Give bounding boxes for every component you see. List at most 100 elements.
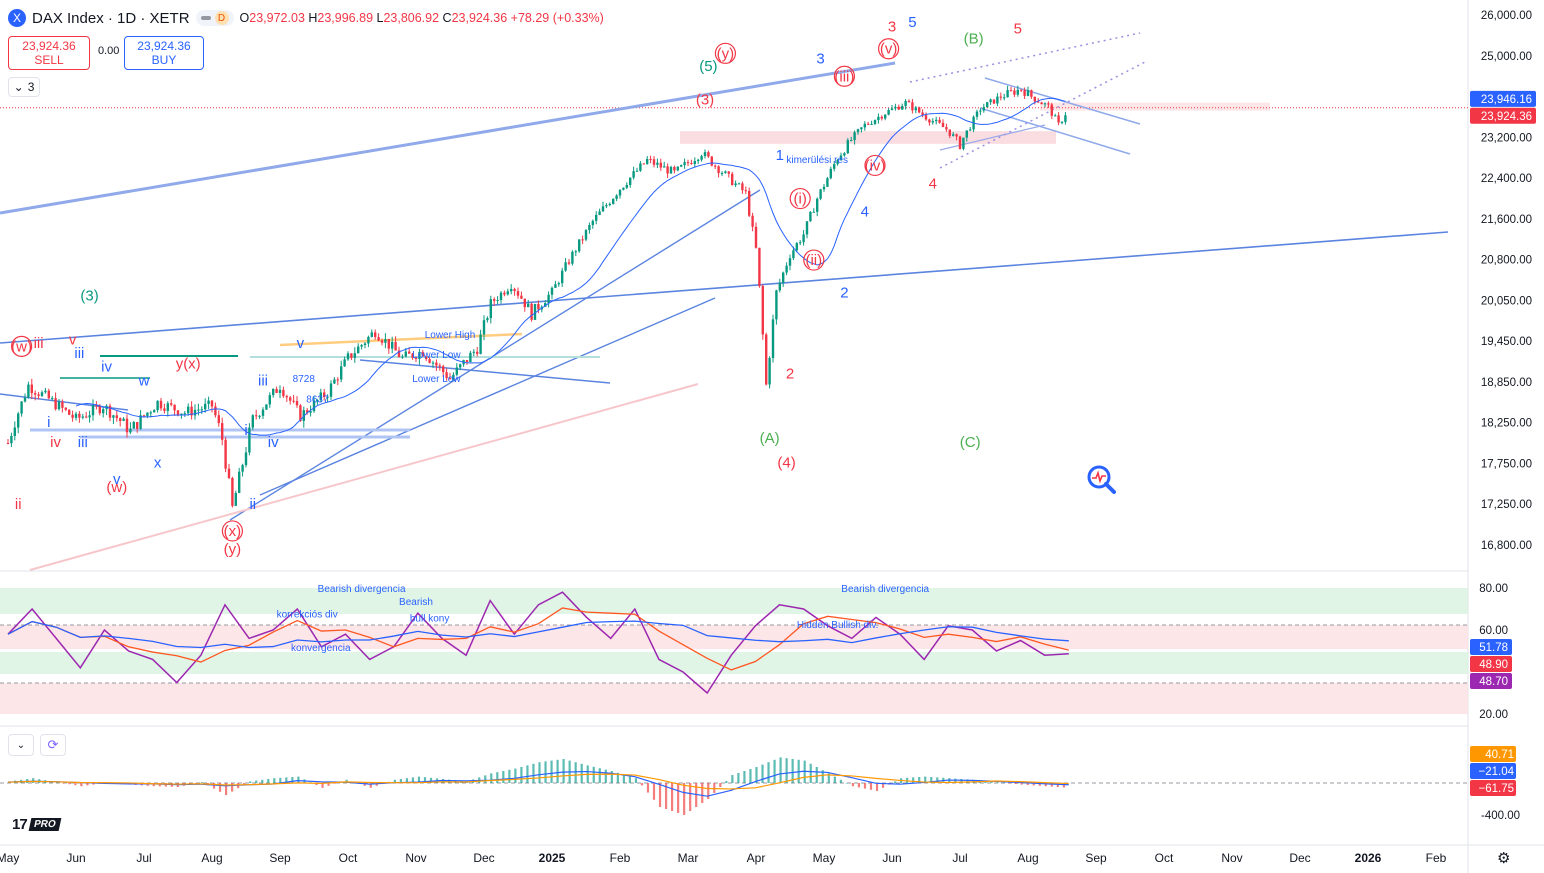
candle xyxy=(1003,97,1006,99)
spread-value: 0.00 xyxy=(98,45,120,57)
candle xyxy=(431,362,435,364)
wave-label: 4 xyxy=(929,175,937,192)
wave-label: 2 xyxy=(840,285,848,302)
candle xyxy=(544,303,547,307)
wave-label: 1 xyxy=(776,147,784,164)
macd-bar xyxy=(580,763,583,783)
candle xyxy=(278,389,282,393)
macd-value-label: −61.75 xyxy=(1479,783,1515,795)
candle xyxy=(418,352,421,360)
candle xyxy=(761,286,764,335)
macd-bar xyxy=(671,783,674,811)
candle xyxy=(829,168,832,179)
gear-icon[interactable]: ⚙ xyxy=(1497,850,1511,867)
wave-label: 3 xyxy=(888,18,896,35)
macd-bar xyxy=(598,768,601,783)
status-pill[interactable]: D xyxy=(195,10,234,26)
macd-bar xyxy=(399,779,402,783)
candle xyxy=(788,258,792,266)
candle xyxy=(941,122,945,128)
candle xyxy=(115,415,118,419)
collapse-indicators-button[interactable]: ⌄ 3 xyxy=(8,77,40,97)
macd-bar xyxy=(719,783,722,787)
macd-bar xyxy=(574,762,577,783)
macd-bar xyxy=(924,776,927,783)
wave-label: x xyxy=(154,455,162,472)
macd-bar xyxy=(514,768,517,783)
trend-line xyxy=(359,359,611,384)
candle xyxy=(295,400,299,406)
candle xyxy=(34,393,37,395)
wave-label-circle xyxy=(833,65,856,87)
macd-bar xyxy=(1032,783,1035,786)
candle xyxy=(955,134,958,137)
symbol-title[interactable]: DAX Index · 1D · XETR xyxy=(32,9,190,27)
macd-bar xyxy=(725,781,728,783)
candle xyxy=(391,341,394,349)
candle xyxy=(737,183,741,185)
candle xyxy=(999,96,1002,98)
candle xyxy=(421,352,424,357)
wave-label: (C) xyxy=(960,434,981,451)
candle xyxy=(268,395,271,405)
candle xyxy=(88,415,91,418)
macd-bar xyxy=(773,759,776,783)
macd-bar xyxy=(291,777,294,783)
candle xyxy=(564,262,567,271)
wave-label: (y) xyxy=(717,45,735,62)
wave-label: (w) xyxy=(106,479,127,496)
candle xyxy=(574,251,577,253)
candle xyxy=(214,406,217,416)
candle xyxy=(353,353,356,358)
candle xyxy=(299,405,302,421)
macd-bar xyxy=(658,783,662,807)
sell-button[interactable]: 23,924.36 SELL xyxy=(8,36,90,70)
candle xyxy=(394,341,397,351)
candle xyxy=(6,443,10,445)
macd-bar xyxy=(218,783,222,792)
macd-bar xyxy=(791,759,794,783)
buy-button[interactable]: 23,924.36 BUY xyxy=(124,36,204,70)
wave-label-circle xyxy=(789,187,811,210)
candle xyxy=(1050,104,1053,116)
refresh-button[interactable]: ⟳ xyxy=(40,734,66,756)
candle xyxy=(513,288,516,292)
candle xyxy=(778,282,781,291)
candle xyxy=(758,247,761,287)
candle xyxy=(635,170,639,172)
macd-bar xyxy=(815,767,818,783)
candle xyxy=(765,334,768,385)
candle xyxy=(183,413,186,415)
candle xyxy=(1033,96,1036,102)
chart-header: X DAX Index · 1D · XETR D O23,972.03 H23… xyxy=(8,9,604,27)
wave-label: (4) xyxy=(777,455,795,472)
candle xyxy=(527,303,530,308)
candle xyxy=(217,415,220,424)
candle xyxy=(598,211,601,215)
indicator-collapse-button[interactable]: ⌄ xyxy=(8,734,34,756)
symbol-logo[interactable]: X xyxy=(8,9,26,27)
macd-bar xyxy=(749,769,752,783)
candle xyxy=(659,162,662,168)
candle xyxy=(1047,103,1050,105)
candle xyxy=(707,152,710,157)
candle xyxy=(452,374,455,380)
candle xyxy=(601,206,605,212)
wave-label: (x) xyxy=(224,523,242,540)
macd-bar xyxy=(936,777,939,783)
macd-bar xyxy=(863,783,867,789)
candle xyxy=(839,155,843,161)
macd-bar xyxy=(755,767,758,783)
candle xyxy=(224,439,227,469)
wave-label-circle xyxy=(877,38,900,60)
candle xyxy=(622,187,625,190)
candle xyxy=(962,137,965,149)
trend-line xyxy=(0,231,1449,344)
candle xyxy=(91,405,95,416)
candle xyxy=(792,250,795,259)
candle xyxy=(884,114,887,119)
macd-bar xyxy=(68,783,71,785)
magnifier-icon[interactable] xyxy=(1086,464,1116,494)
candle xyxy=(193,409,197,416)
